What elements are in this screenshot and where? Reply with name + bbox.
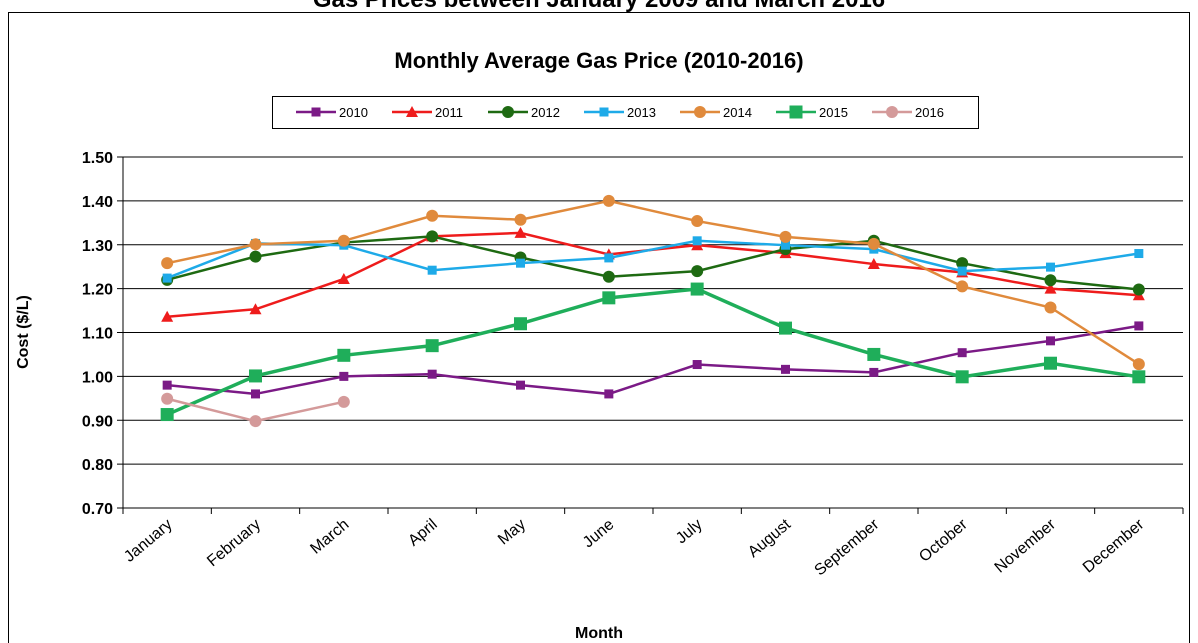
series-line [166,287,1140,417]
marker [249,238,262,251]
marker [867,258,880,270]
marker [1044,301,1057,314]
marker [1134,321,1144,331]
marker [162,273,172,283]
y-tick-label: 0.90 [82,413,113,430]
legend-label: 2015 [819,105,848,120]
marker [426,230,439,243]
marker [602,291,616,305]
y-tick-label: 0.70 [82,501,113,518]
legend-label: 2011 [435,105,463,120]
series-line [166,199,1140,366]
marker [249,303,262,315]
marker [692,360,702,370]
y-tick-label: 1.50 [82,150,113,167]
y-tick-label: 1.00 [82,369,113,386]
legend-label: 2014 [723,105,752,120]
marker [1046,336,1055,346]
marker [1132,370,1146,384]
y-tick-label: 1.10 [82,326,113,343]
marker [602,194,615,207]
marker [956,280,969,293]
marker [869,367,879,377]
marker [161,392,174,405]
marker [161,257,174,270]
marker [691,215,704,228]
marker [956,257,969,270]
marker [249,415,262,428]
x-axis-label: Month [575,625,623,642]
legend-label: 2010 [339,105,368,120]
marker [955,370,969,384]
marker [339,371,349,381]
marker [514,317,527,331]
marker [427,265,437,275]
marker [1134,249,1144,259]
series-line [166,239,1140,280]
marker [337,395,350,408]
marker [779,321,792,335]
chart-title: Monthly Average Gas Price (2010-2016) [394,48,803,73]
y-tick-label: 1.40 [82,194,113,211]
marker [691,265,704,278]
marker [781,364,790,374]
marker [514,213,527,226]
marker [1044,356,1057,370]
marker [599,107,609,117]
marker [604,253,614,263]
marker [425,339,439,353]
marker [161,310,174,322]
marker [1044,282,1057,294]
marker [516,380,525,390]
marker [604,389,614,399]
marker [502,106,514,118]
marker [1044,274,1057,287]
marker [337,234,350,247]
marker [427,369,437,379]
marker [789,105,803,119]
marker [251,389,260,399]
marker [867,347,881,361]
marker [690,282,704,296]
marker [160,408,174,422]
marker [337,348,351,362]
marker [957,348,967,358]
legend-label: 2012 [531,105,560,120]
page-header: Gas Prices between January 2009 and Marc… [313,0,885,13]
marker [867,237,880,250]
marker [602,270,615,283]
marker [692,236,702,246]
y-tick-label: 1.20 [82,282,113,299]
marker [337,272,350,284]
marker [311,107,321,117]
legend-box [272,96,979,129]
y-tick-label: 0.80 [82,457,113,474]
marker [694,106,706,118]
marker [781,240,790,250]
marker [249,369,262,383]
marker [1046,262,1055,272]
marker [406,106,418,117]
marker [779,230,792,243]
legend-label: 2016 [915,105,944,120]
marker [1132,358,1145,371]
marker [886,106,898,118]
marker [426,209,439,222]
marker [516,258,525,268]
y-axis-label: Cost ($/L) [15,295,32,369]
marker [1132,283,1145,296]
marker [249,250,262,263]
marker [514,226,527,238]
y-tick-label: 1.30 [82,238,113,255]
marker [957,266,967,276]
marker [162,380,172,390]
legend-label: 2013 [627,105,656,120]
series-line [167,324,1140,396]
